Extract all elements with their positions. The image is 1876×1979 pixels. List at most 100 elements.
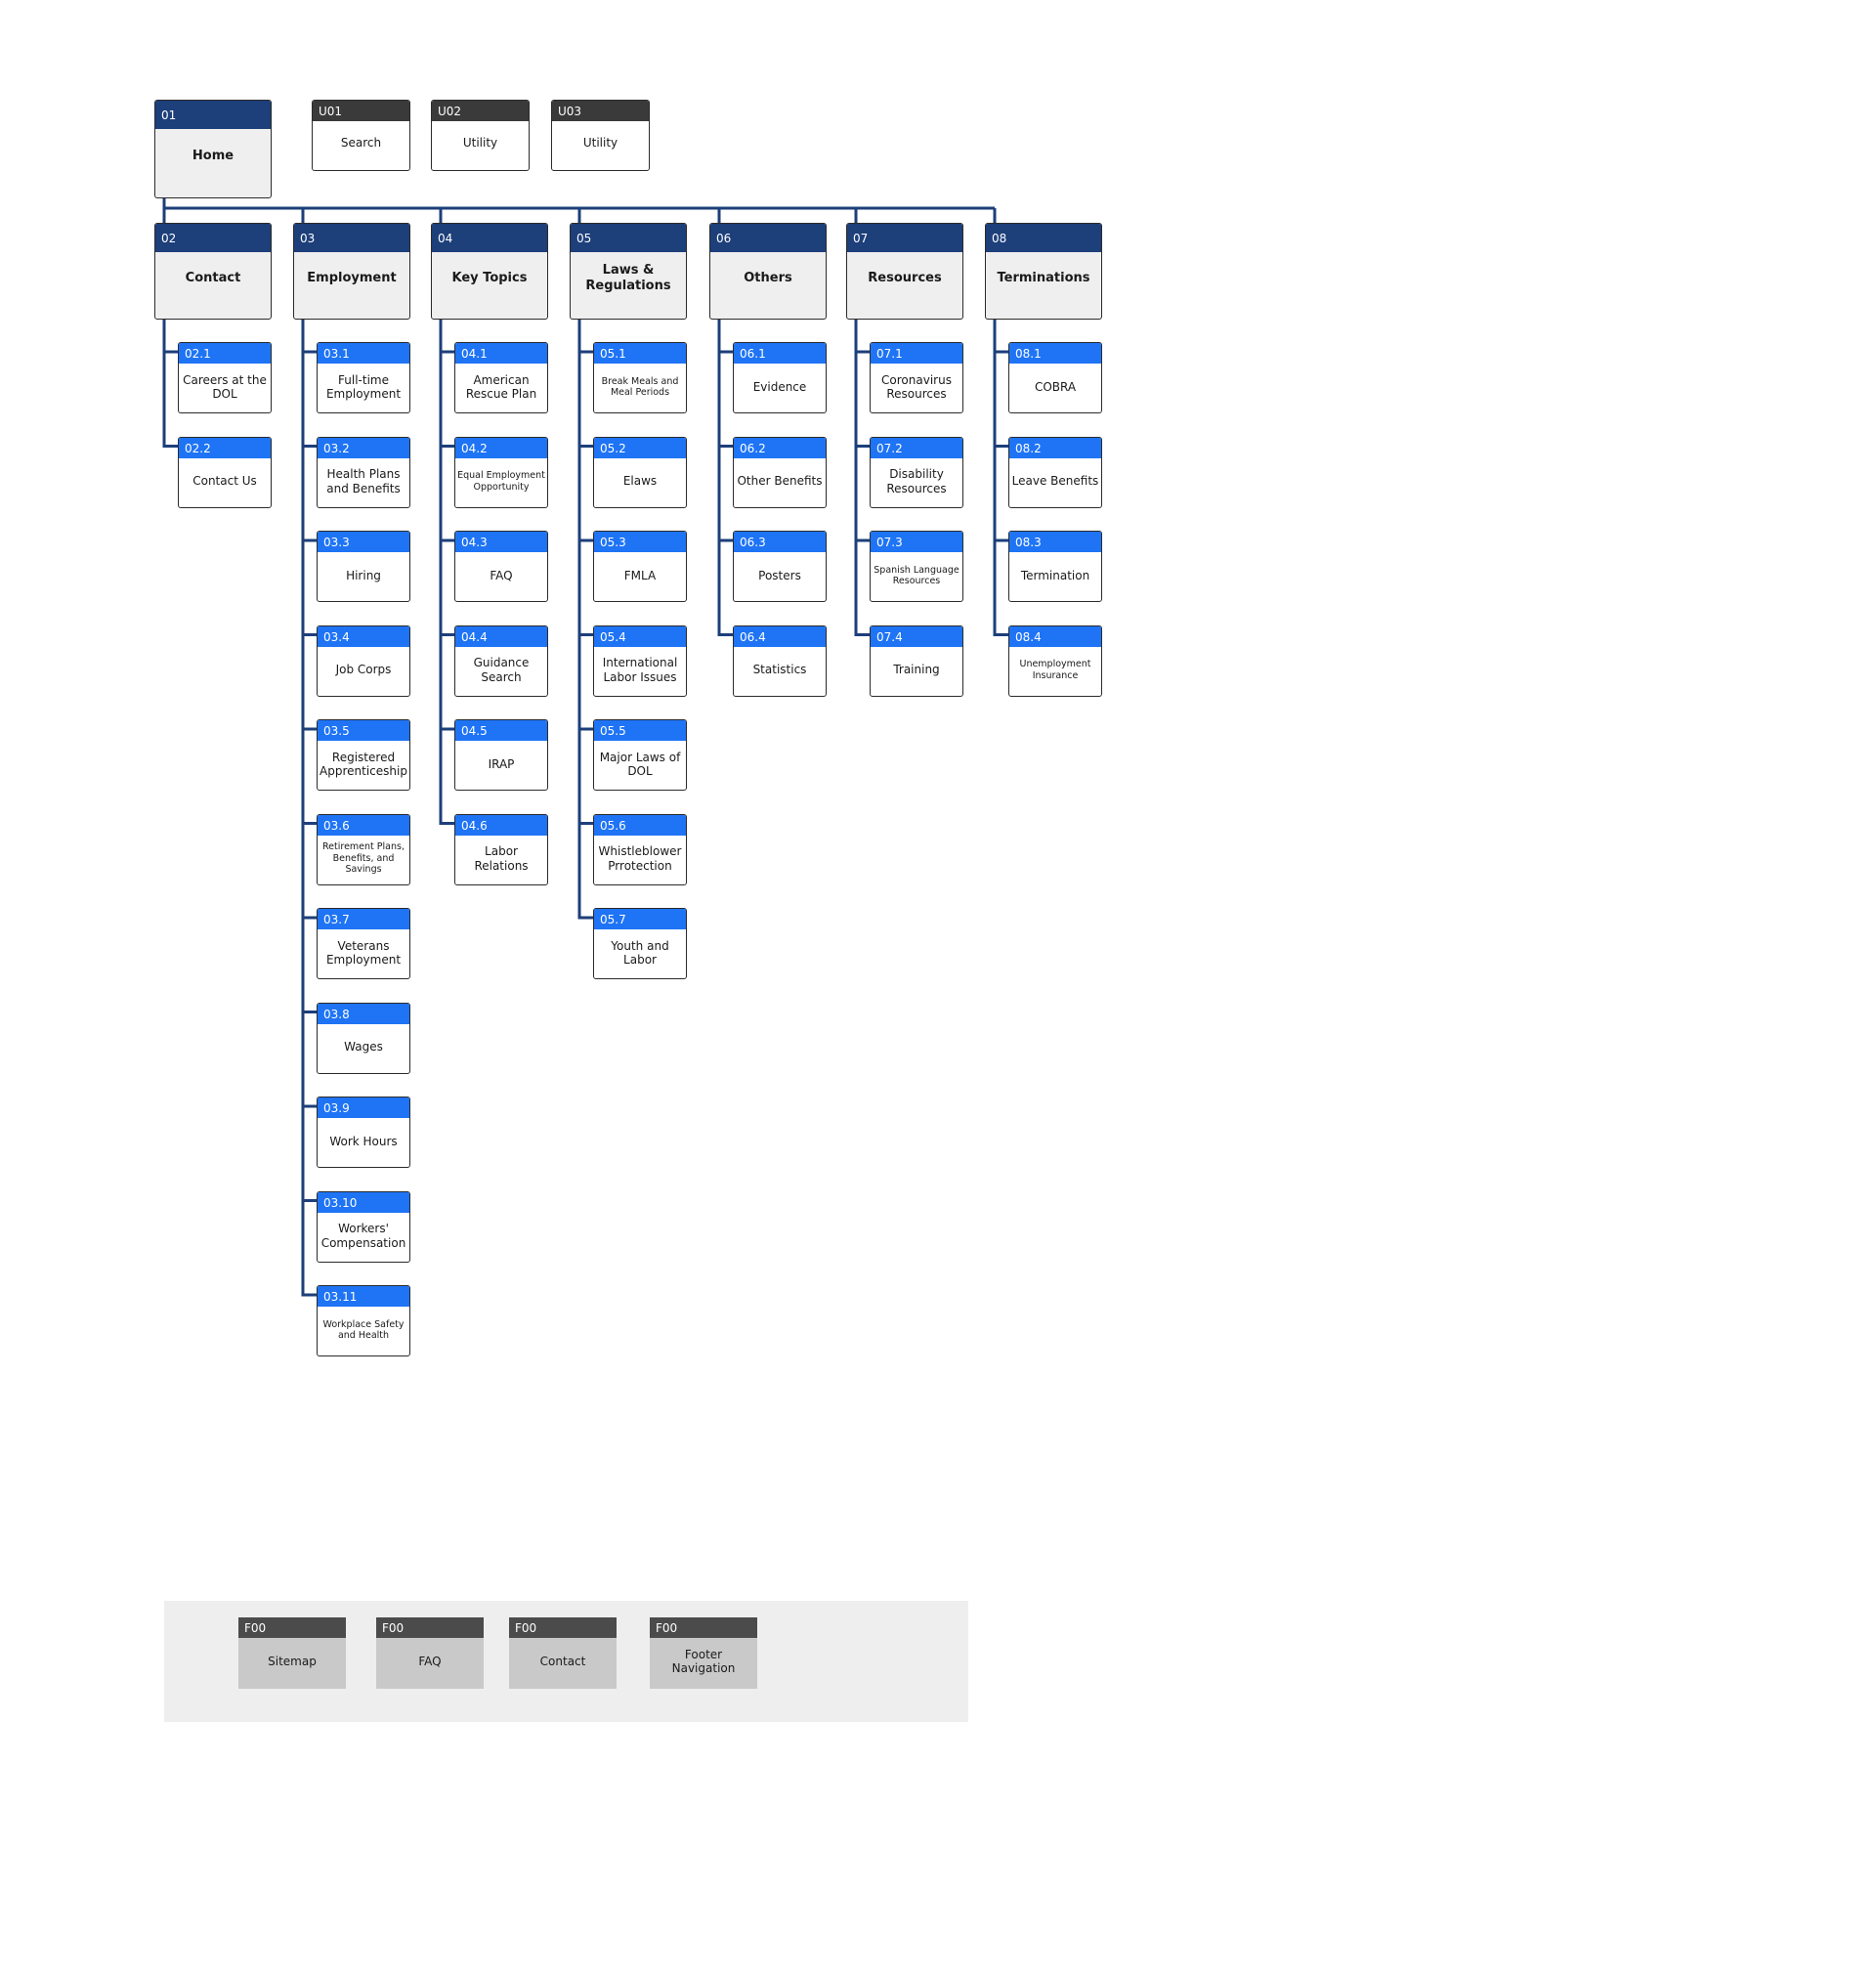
footer-node-sitemap[interactable]: F00 Sitemap [238,1617,346,1689]
node-id: 04.3 [455,532,547,552]
node-label: Search [340,135,382,150]
page-node-03-6[interactable]: 03.6 Retirement Plans, Benefits, and Savi… [317,813,410,885]
page-node-05-5[interactable]: 05.5 Major Laws of DOL [593,719,687,791]
node-label: Break Meals and Meal Periods [601,375,679,398]
section-node-home[interactable]: 01 Home [154,100,272,198]
node-label: Disability Resources [886,467,947,495]
node-id: 04.2 [455,437,547,458]
node-label: Full-time Employment [325,372,402,401]
utility-node-u02[interactable]: U02 Utility [431,100,530,171]
node-id: F00 [238,1617,346,1638]
node-label: Utility [462,135,498,150]
page-node-05-7[interactable]: 05.7 Youth and Labor [593,908,687,979]
node-id: 03.4 [318,625,409,647]
node-label: FAQ [418,1654,442,1668]
node-label: Whistleblower Prrotection [598,844,682,873]
page-node-05-6[interactable]: 05.6 Whistleblower Prrotection [593,813,687,885]
node-label: Careers at the DOL [183,372,267,401]
node-label: Laws & Regulations [585,263,671,293]
page-node-03-7[interactable]: 03.7 Veterans Employment [317,908,410,979]
section-node-others[interactable]: 06 Others [709,223,827,320]
page-node-03-10[interactable]: 03.10 Workers' Compensation [317,1190,410,1263]
utility-node-u03[interactable]: U03 Utility [551,100,650,171]
node-label: Others [744,271,792,286]
page-node-08-3[interactable]: 08.3 Termination [1008,531,1102,602]
section-node-key-topics[interactable]: 04 Key Topics [431,223,548,320]
page-node-03-8[interactable]: 03.8 Wages [317,1002,410,1074]
utility-node-u01[interactable]: U01 Search [312,100,410,171]
node-label: Work Hours [329,1134,398,1148]
node-id: F00 [376,1617,484,1638]
node-label: Key Topics [451,271,528,286]
node-id: 05.6 [594,814,686,836]
page-node-04-3[interactable]: 04.3 FAQ [454,531,548,602]
node-label: Utility [582,135,618,150]
page-node-07-2[interactable]: 07.2 Disability Resources [870,436,963,508]
node-label: Workplace Safety and Health [322,1318,405,1341]
page-node-03-11[interactable]: 03.11 Workplace Safety and Health [317,1285,410,1356]
node-id: 03.11 [318,1286,409,1307]
page-node-02-1[interactable]: 02.1 Careers at the DOL [178,342,272,413]
node-label: Unemployment Insurance [1019,659,1091,681]
node-label: Major Laws of DOL [599,750,681,778]
page-node-05-1[interactable]: 05.1 Break Meals and Meal Periods [593,342,687,413]
node-id: 08.2 [1009,437,1101,458]
page-node-08-1[interactable]: 08.1 COBRA [1008,342,1102,413]
node-id: 02.2 [179,437,271,458]
section-node-terminations[interactable]: 08 Terminations [985,223,1102,320]
page-node-06-3[interactable]: 06.3 Posters [733,531,827,602]
section-node-laws-regulations[interactable]: 05 Laws & Regulations [570,223,687,320]
node-id: 04 [432,224,547,252]
node-id: 03.3 [318,532,409,552]
node-label: Evidence [752,379,807,394]
page-node-04-6[interactable]: 04.6 Labor Relations [454,813,548,885]
page-node-06-1[interactable]: 06.1 Evidence [733,342,827,413]
node-label: Training [893,663,940,677]
node-id: 03.5 [318,720,409,741]
node-label: Veterans Employment [325,938,402,967]
node-id: F00 [650,1617,757,1638]
page-node-07-4[interactable]: 07.4 Training [870,624,963,697]
page-node-04-1[interactable]: 04.1 American Rescue Plan [454,342,548,413]
section-node-contact[interactable]: 02 Contact [154,223,272,320]
page-node-05-3[interactable]: 05.3 FMLA [593,531,687,602]
page-node-04-4[interactable]: 04.4 Guidance Search [454,624,548,697]
page-node-04-5[interactable]: 04.5 IRAP [454,719,548,791]
page-node-03-1[interactable]: 03.1 Full-time Employment [317,342,410,413]
node-label: Hiring [346,568,381,582]
node-label: Workers' Compensation [320,1222,406,1250]
node-id: 03.1 [318,343,409,364]
page-node-05-2[interactable]: 05.2 Elaws [593,436,687,508]
node-label: COBRA [1034,379,1077,394]
page-node-03-9[interactable]: 03.9 Work Hours [317,1097,410,1168]
footer-node-faq[interactable]: F00 FAQ [376,1617,484,1689]
node-id: U03 [552,101,649,121]
page-node-07-3[interactable]: 07.3 Spanish Language Resources [870,531,963,602]
node-id: 03.8 [318,1003,409,1024]
page-node-03-3[interactable]: 03.3 Hiring [317,531,410,602]
node-id: 05.4 [594,625,686,647]
page-node-03-2[interactable]: 03.2 Health Plans and Benefits [317,436,410,508]
section-node-resources[interactable]: 07 Resources [846,223,963,320]
page-node-03-4[interactable]: 03.4 Job Corps [317,624,410,697]
page-node-04-2[interactable]: 04.2 Equal Employment Opportunity [454,436,548,508]
page-node-02-2[interactable]: 02.2 Contact Us [178,436,272,508]
node-id: 07.1 [871,343,962,364]
node-label: Termination [1020,568,1090,582]
page-node-07-1[interactable]: 07.1 Coronavirus Resources [870,342,963,413]
node-id: 05 [571,224,686,252]
page-node-08-4[interactable]: 08.4 Unemployment Insurance [1008,624,1102,697]
page-node-06-2[interactable]: 06.2 Other Benefits [733,436,827,508]
page-node-05-4[interactable]: 05.4 International Labor Issues [593,624,687,697]
page-node-08-2[interactable]: 08.2 Leave Benefits [1008,436,1102,508]
page-node-03-5[interactable]: 03.5 Registered Apprenticeship [317,719,410,791]
node-label: Resources [868,271,942,286]
footer-node-contact[interactable]: F00 Contact [509,1617,617,1689]
node-label: Guidance Search [473,656,530,684]
section-node-employment[interactable]: 03 Employment [293,223,410,320]
node-label: Equal Employment Opportunity [457,470,545,493]
node-label: Labor Relations [474,844,529,873]
footer-node-footer-navigation[interactable]: F00 Footer Navigation [650,1617,757,1689]
page-node-06-4[interactable]: 06.4 Statistics [733,624,827,697]
